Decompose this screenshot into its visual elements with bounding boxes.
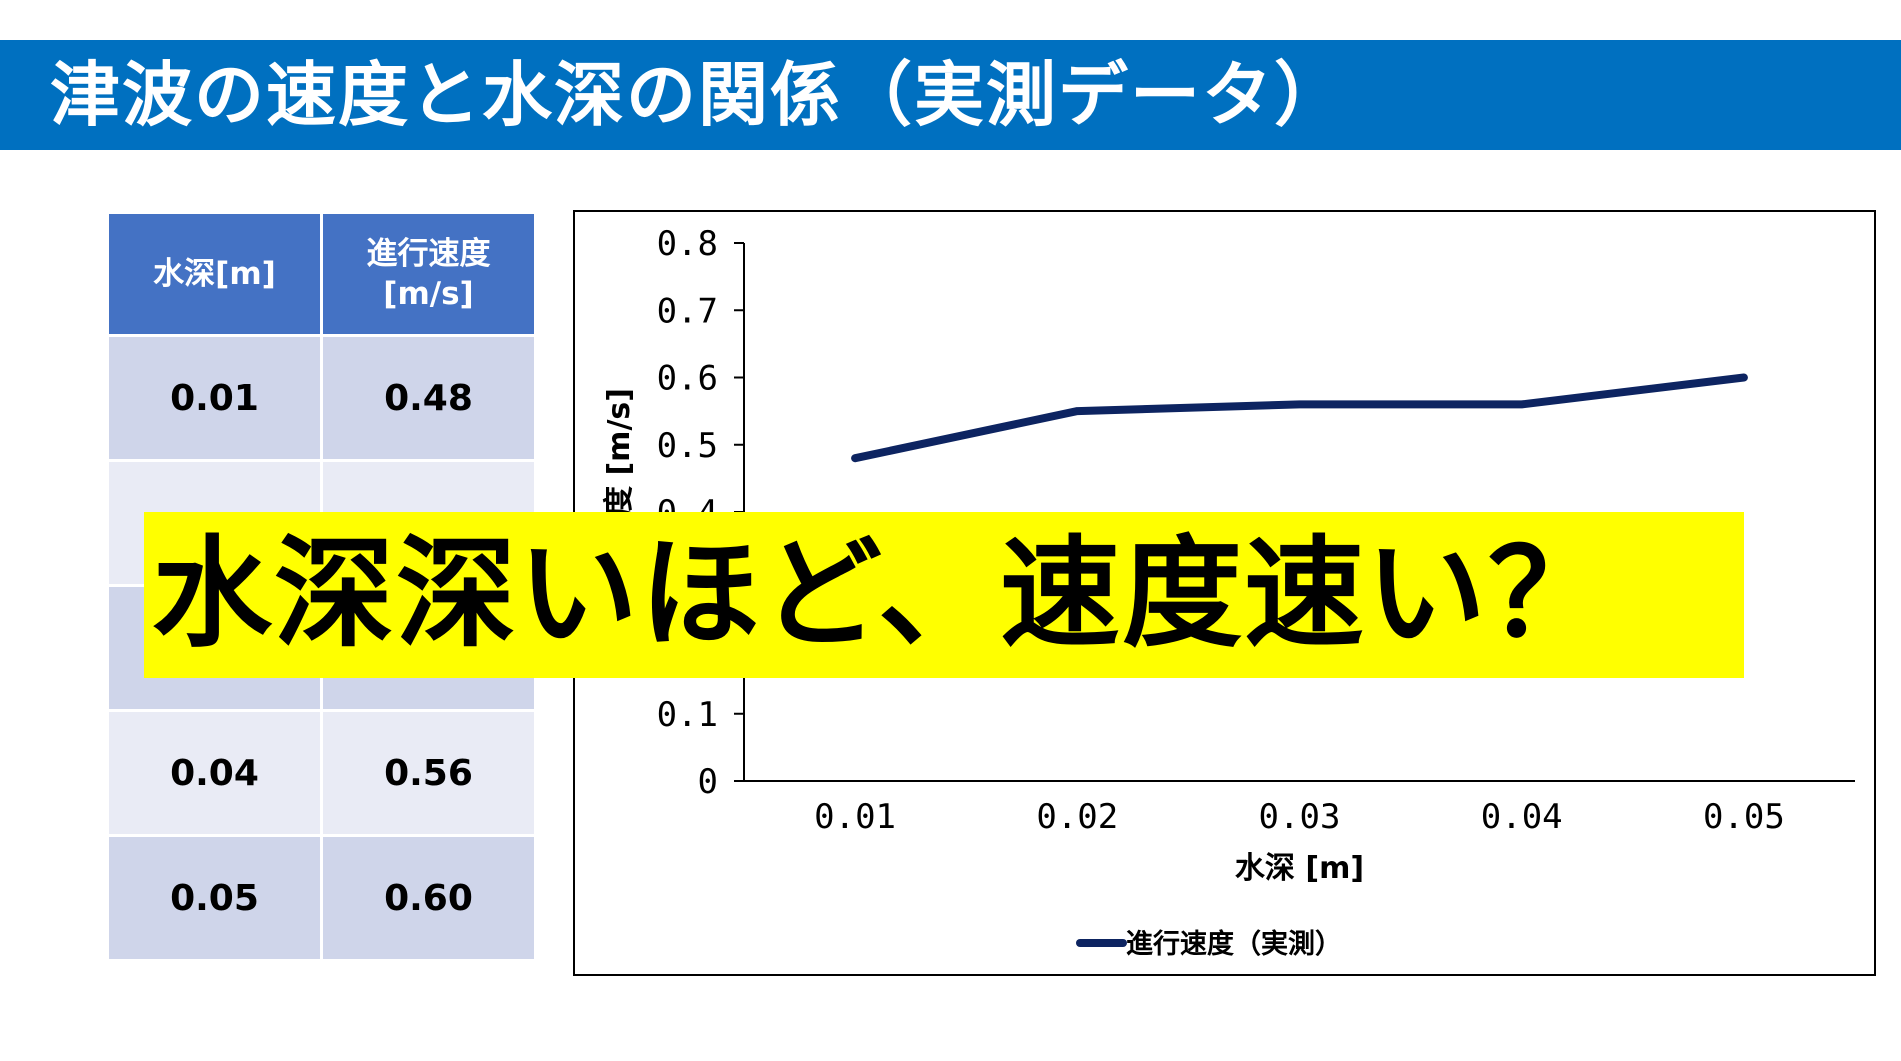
- y-tick-label: 0: [698, 762, 718, 802]
- table-row: 0.05 0.60: [106, 834, 537, 962]
- y-tick-label: 0.7: [657, 291, 718, 331]
- x-axis-ticks: 0.01 0.02 0.03 0.04 0.05: [814, 797, 1785, 837]
- x-tick-label: 0.02: [1036, 797, 1118, 837]
- y-axis-title: 度 [m/s]: [602, 388, 637, 516]
- y-tick-label: 0.5: [657, 426, 718, 466]
- x-tick-label: 0.01: [814, 797, 896, 837]
- cell-depth: 0.04: [106, 709, 323, 837]
- legend-label: 進行速度（実測）: [1126, 928, 1342, 960]
- table-row: 0.04 0.56: [106, 709, 537, 837]
- y-tick-label: 0.8: [657, 224, 718, 264]
- cell-speed: 0.56: [320, 709, 537, 837]
- y-tick-label: 0.6: [657, 359, 718, 399]
- cell-depth: 0.05: [106, 834, 323, 962]
- table-row: 0.01 0.48: [106, 334, 537, 462]
- x-tick-label: 0.04: [1481, 797, 1563, 837]
- header-speed-text: 進行速度[m/s]: [366, 235, 491, 312]
- series-line: [851, 373, 1748, 463]
- header-speed: 進行速度[m/s]: [320, 211, 537, 337]
- x-tick-label: 0.03: [1259, 797, 1341, 837]
- title-bar: 津波の速度と水深の関係（実測データ）: [0, 40, 1901, 150]
- series-points: [855, 377, 1744, 459]
- x-tick-label: 0.05: [1703, 797, 1785, 837]
- header-depth: 水深[m]: [106, 211, 323, 337]
- table-header-row: 水深[m] 進行速度[m/s]: [106, 211, 537, 337]
- caption-banner: 水深深いほど、速度速い？: [144, 512, 1744, 678]
- cell-depth: 0.01: [106, 334, 323, 462]
- cell-speed: 0.60: [320, 834, 537, 962]
- x-axis-title: 水深 [m]: [1235, 851, 1364, 886]
- banner-text: 水深深いほど、速度速い？: [152, 525, 1610, 664]
- page-title: 津波の速度と水深の関係（実測データ）: [50, 54, 1346, 136]
- cell-speed: 0.48: [320, 334, 537, 462]
- y-tick-label: 0.1: [657, 695, 718, 735]
